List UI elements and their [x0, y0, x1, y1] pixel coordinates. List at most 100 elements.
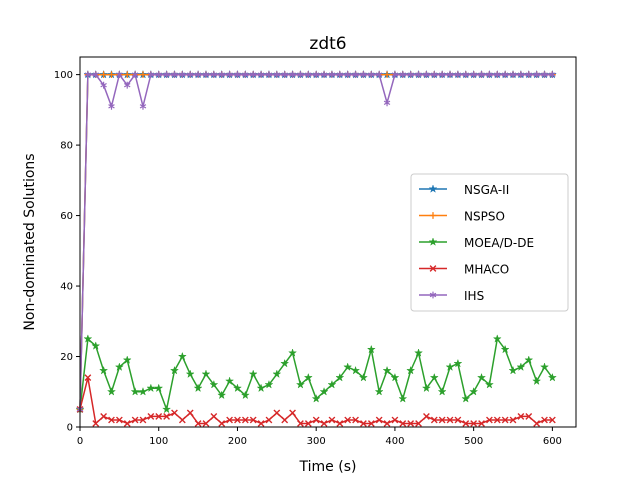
data-point — [265, 416, 273, 424]
legend-marker — [429, 212, 437, 219]
data-point — [484, 379, 494, 389]
data-point — [234, 71, 241, 79]
data-point — [312, 71, 320, 79]
legend-entry: IHS — [419, 289, 484, 303]
data-point — [423, 71, 430, 79]
data-point — [375, 416, 383, 424]
data-point — [335, 372, 345, 382]
data-point — [210, 413, 218, 420]
data-point — [327, 379, 337, 389]
data-point — [272, 369, 282, 379]
data-point — [131, 416, 139, 424]
data-point — [202, 420, 210, 427]
data-point — [138, 386, 148, 396]
series-ihs — [76, 71, 556, 413]
legend-box — [410, 173, 569, 312]
data-point — [398, 394, 408, 403]
y-tick-label: 100 — [54, 70, 73, 81]
data-point — [525, 71, 533, 79]
data-point — [289, 409, 296, 417]
data-point — [358, 372, 368, 382]
data-point — [131, 71, 139, 79]
data-point — [92, 71, 99, 79]
data-point — [209, 379, 219, 389]
data-point — [155, 71, 162, 79]
data-point — [280, 358, 290, 368]
data-point — [178, 416, 186, 424]
series-moea-d-de — [75, 334, 557, 414]
data-point — [390, 372, 400, 382]
data-point — [273, 409, 281, 417]
data-point — [462, 71, 470, 79]
data-point — [100, 81, 107, 89]
data-point — [226, 416, 233, 424]
data-point — [383, 420, 391, 427]
data-point — [92, 420, 100, 427]
x-tick-label: 200 — [228, 436, 247, 447]
data-point — [248, 369, 258, 379]
data-point — [186, 71, 194, 79]
data-point — [273, 71, 281, 79]
data-point — [171, 71, 178, 79]
data-point — [446, 71, 454, 79]
data-point — [336, 71, 344, 79]
data-point — [234, 416, 241, 424]
x-tick-label: 600 — [543, 436, 562, 447]
data-point — [147, 71, 155, 79]
legend-marker — [429, 265, 437, 272]
legend-entry: NSPSO — [419, 210, 505, 224]
data-point — [415, 71, 422, 79]
data-point — [123, 420, 131, 427]
data-point — [367, 420, 375, 427]
data-point — [100, 413, 108, 420]
data-point — [319, 386, 329, 396]
data-point — [328, 416, 336, 424]
data-point — [501, 416, 509, 424]
data-point — [486, 416, 493, 424]
legend-label: NSGA-II — [464, 183, 509, 197]
data-point — [548, 416, 556, 424]
data-point — [501, 71, 509, 79]
data-point — [264, 379, 274, 389]
data-point — [297, 71, 304, 79]
series-mhaco — [76, 374, 556, 427]
data-point — [163, 413, 170, 420]
legend-label: MHACO — [464, 263, 509, 277]
data-point — [185, 369, 195, 379]
legend: NSGA-II NSPSO MOEA/D-DE MHACO IHS — [410, 173, 569, 312]
data-point — [430, 416, 438, 424]
data-point — [360, 71, 367, 79]
data-point — [100, 71, 108, 79]
data-point — [241, 416, 249, 424]
plot-frame — [79, 56, 577, 428]
data-point — [470, 420, 478, 427]
data-point — [320, 71, 328, 79]
data-point — [421, 383, 431, 393]
data-point — [139, 416, 147, 424]
data-point — [415, 420, 422, 427]
x-tick-label: 400 — [385, 436, 404, 447]
data-point — [218, 420, 226, 427]
data-point — [123, 71, 131, 79]
legend-marker — [429, 291, 437, 299]
legend-label: MOEA/D-DE — [464, 236, 534, 250]
data-point — [517, 413, 525, 420]
data-point — [202, 71, 210, 79]
data-point — [146, 383, 156, 393]
data-point — [429, 372, 439, 382]
data-point — [366, 344, 376, 354]
data-point — [446, 416, 454, 424]
data-point — [500, 344, 510, 354]
y-tick-label: 40 — [60, 282, 73, 293]
legend-marker — [428, 237, 438, 246]
data-point — [194, 420, 202, 427]
data-point — [116, 71, 123, 79]
data-point — [115, 416, 123, 424]
data-point — [350, 365, 361, 375]
data-point — [470, 71, 477, 79]
data-point — [453, 358, 463, 368]
data-point — [476, 372, 487, 382]
data-point — [179, 71, 186, 79]
data-point — [303, 372, 313, 382]
data-point — [123, 81, 131, 89]
